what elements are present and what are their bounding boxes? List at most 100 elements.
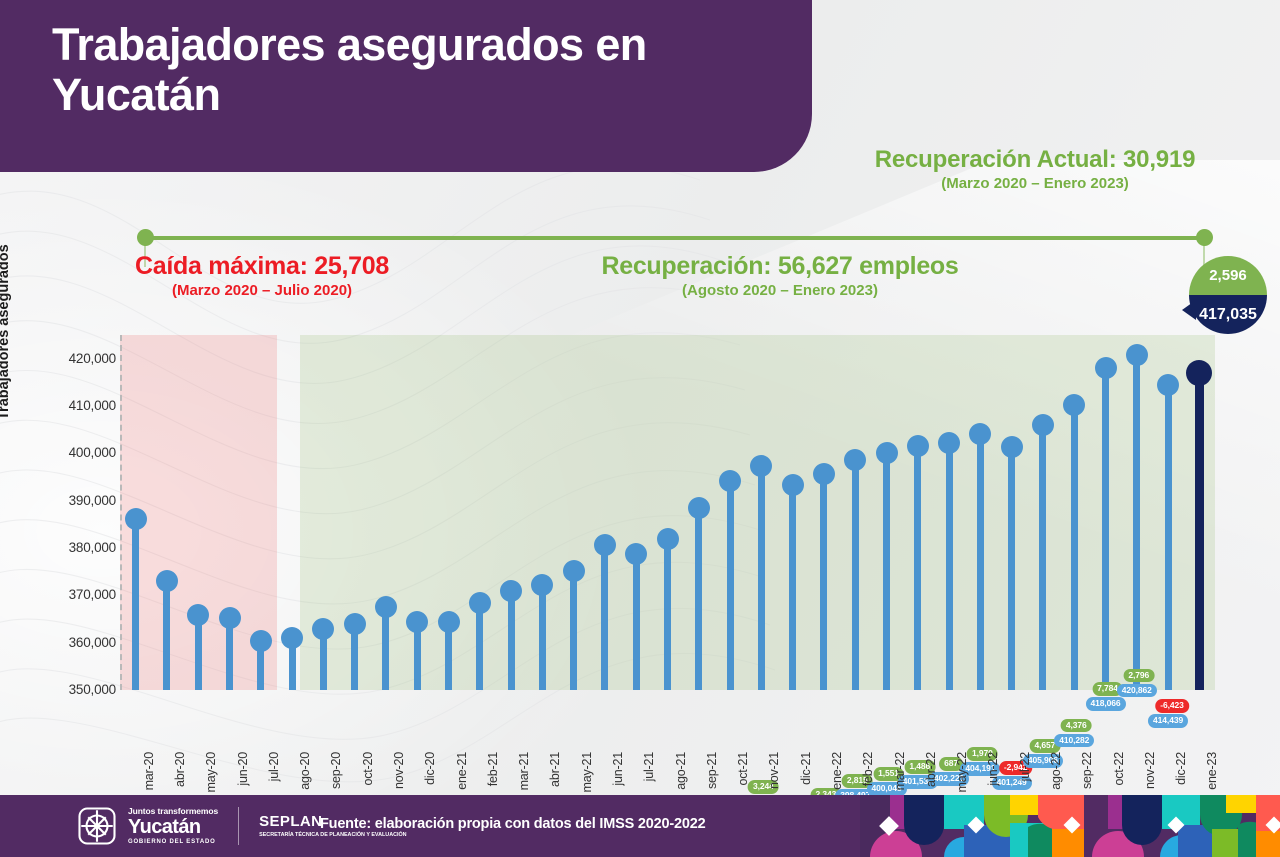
- lollipop-stem: [851, 460, 859, 690]
- value-label: 401,249: [991, 776, 1032, 791]
- caida-maxima-callout: Caída máxima: 25,708 (Marzo 2020 – Julio…: [62, 252, 462, 299]
- lollipop-knob: [312, 617, 335, 640]
- change-label-negative: -6,423: [1155, 698, 1189, 713]
- change-label-positive: 1,486: [904, 760, 936, 774]
- x-axis-tick: dic-21: [798, 752, 813, 785]
- lollipop-knob: [468, 592, 491, 615]
- lollipop-stem: [945, 442, 953, 690]
- y-axis-tick: 400,000: [68, 445, 117, 461]
- x-axis-tick: feb-21: [485, 752, 500, 787]
- lollipop-stem: [163, 580, 171, 690]
- footer-bar: Juntos transformemos Yucatán GOBIERNO DE…: [0, 795, 1280, 857]
- lollipop-knob: [844, 449, 867, 472]
- value-label: 420,862: [1116, 683, 1157, 698]
- axis-dashed-line: [120, 335, 122, 690]
- lollipop-knob: [281, 627, 304, 650]
- x-axis-tick: ene-22: [829, 752, 844, 790]
- lollipop-knob: [875, 442, 898, 465]
- lollipop-stem: [507, 590, 515, 690]
- lollipop-knob: [187, 604, 210, 627]
- recuperacion-actual-period: (Marzo 2020 – Enero 2023): [941, 175, 1129, 192]
- page-title: Trabajadores asegurados en Yucatán: [52, 19, 647, 121]
- lollipop-knob: [625, 542, 648, 565]
- x-axis-tick: ene-21: [454, 752, 469, 790]
- lollipop-stem: [601, 544, 609, 690]
- seplan-name: SEPLAN: [259, 812, 323, 830]
- value-label: 414,439: [1148, 713, 1189, 728]
- x-axis-tick: nov-21: [767, 752, 782, 790]
- x-axis-tick: feb-22: [861, 752, 876, 787]
- caida-maxima-period: (Marzo 2020 – Julio 2020): [171, 282, 353, 299]
- value-label: 400,048: [866, 782, 907, 796]
- y-axis-tick: 420,000: [68, 350, 117, 366]
- change-label-positive: 1,551: [873, 767, 904, 781]
- lollipop-knob: [656, 528, 679, 551]
- y-axis-tick: 410,000: [68, 398, 117, 413]
- x-axis-tick: jun-21: [610, 752, 625, 786]
- lollipop-stem: [413, 621, 421, 690]
- lollipop-stem: [226, 617, 233, 690]
- change-label-positive: 1,970: [966, 747, 998, 762]
- lollipop-knob: [719, 470, 742, 493]
- lollipop-stem: [351, 623, 359, 690]
- logo-subtitle: GOBIERNO DEL ESTADO: [128, 838, 216, 845]
- change-label-positive: 7,784: [1092, 681, 1123, 696]
- x-axis-tick: ago-20: [298, 752, 313, 790]
- lollipop-stem: [382, 607, 390, 690]
- lollipop-knob: [593, 533, 616, 556]
- badge-change: 2,596: [1189, 256, 1267, 295]
- y-axis-tick: 380,000: [68, 540, 117, 555]
- lollipop-knob: [1186, 359, 1213, 386]
- lollipop-knob: [1157, 374, 1180, 396]
- lollipop-knob: [1125, 343, 1148, 366]
- yucatan-knot-icon: [78, 807, 116, 845]
- recuperacion-actual-value: Recuperación Actual: 30,919: [874, 146, 1196, 173]
- lollipop-knob: [687, 497, 710, 519]
- lollipop-knob: [124, 508, 147, 531]
- x-axis-tick: ago-22: [1048, 752, 1063, 790]
- x-axis-tick: oct-21: [736, 752, 751, 786]
- x-axis-tick: sep-22: [1080, 752, 1095, 790]
- x-axis-tick: sep-21: [704, 752, 719, 790]
- value-label: 405,906: [1022, 754, 1063, 769]
- value-label: 418,066: [1085, 696, 1126, 711]
- x-axis-tick: nov-22: [1142, 752, 1157, 790]
- lollipop-stem: [883, 453, 890, 690]
- x-axis-tick: jul-21: [642, 752, 657, 782]
- lollipop-knob: [1031, 414, 1054, 437]
- lollipop-stem: [695, 508, 703, 690]
- lollipop-knob: [562, 560, 585, 583]
- x-axis-tick: may-20: [204, 752, 219, 793]
- change-label-positive: 687: [939, 756, 964, 771]
- lollipop-knob: [437, 610, 460, 633]
- value-label: 410,282: [1054, 733, 1095, 748]
- logo-divider: [238, 807, 240, 845]
- lollipop-stem: [445, 621, 452, 690]
- lollipop-knob: [374, 596, 397, 619]
- caida-maxima-value: Caída máxima: 25,708: [135, 252, 389, 280]
- lollipop-stem: [789, 484, 797, 690]
- x-axis-tick: nov-20: [391, 752, 406, 790]
- lollipop-knob: [155, 569, 178, 592]
- change-label-positive: 4,657: [1029, 739, 1061, 754]
- lollipop-stem: [288, 638, 296, 690]
- x-axis-tick: ago-21: [673, 752, 688, 790]
- recuperacion-value: Recuperación: 56,627 empleos: [601, 252, 959, 280]
- lollipop-knob: [812, 462, 835, 485]
- rail-dot-start: [137, 229, 154, 246]
- lollipop-stem: [476, 603, 484, 690]
- x-axis-tick: abr-21: [548, 752, 563, 787]
- lollipop-stem: [319, 628, 327, 690]
- lollipop-knob: [1063, 393, 1086, 416]
- chart-plot-area: 386,1161,485373,047365,817365,288-529360…: [115, 335, 1215, 857]
- lollipop-stem: [538, 585, 546, 690]
- lollipop-stem: [257, 640, 265, 690]
- recuperacion-actual-callout: Recuperación Actual: 30,919 (Marzo 2020 …: [800, 146, 1270, 192]
- logo-tagline: Juntos transformemos: [128, 806, 219, 817]
- lollipop-knob: [938, 431, 961, 454]
- change-label-positive: 4,376: [1060, 718, 1092, 733]
- lollipop-knob: [218, 606, 241, 629]
- yucatan-logo: Juntos transformemos Yucatán GOBIERNO DE…: [76, 805, 407, 847]
- rail-drop-end: [1203, 245, 1205, 267]
